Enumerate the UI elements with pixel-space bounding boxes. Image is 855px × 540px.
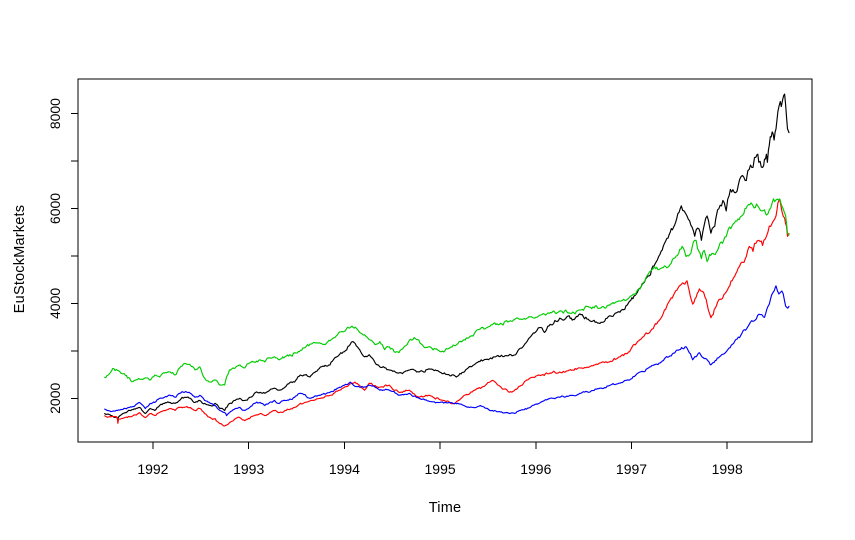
- series-line-black: [104, 93, 790, 420]
- series-line-green: [104, 198, 790, 386]
- y-tick-label: 2000: [47, 383, 63, 414]
- x-tick-label: 1996: [520, 461, 551, 477]
- series-line-red: [104, 199, 790, 427]
- x-tick-label: 1998: [712, 461, 743, 477]
- y-tick-label: 8000: [47, 98, 63, 129]
- x-tick-label: 1992: [137, 461, 168, 477]
- y-axis-title: EuStockMarkets: [12, 204, 28, 314]
- x-tick-label: 1994: [329, 461, 360, 477]
- x-axis-title: Time: [428, 500, 462, 516]
- x-tick-label: 1997: [616, 461, 647, 477]
- x-tick-label: 1995: [425, 461, 456, 477]
- series-line-blue: [104, 285, 790, 417]
- plot-frame: [77, 78, 813, 443]
- y-tick-label: 6000: [47, 193, 63, 224]
- y-tick-label: 4000: [47, 288, 63, 319]
- x-tick-label: 1993: [233, 461, 264, 477]
